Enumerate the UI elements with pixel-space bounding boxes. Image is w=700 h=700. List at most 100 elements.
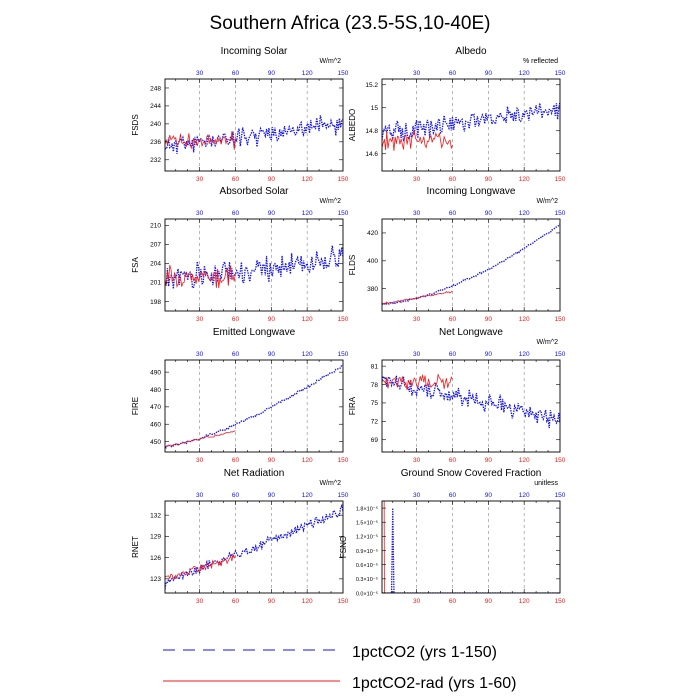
x-tick-label-bottom-incoming-longwave: 90 (485, 316, 493, 323)
y-tick-label-emitted-longwave: 480 (150, 387, 161, 394)
y-tick-label-net-longwave: 75 (371, 400, 379, 407)
x-tick-label-top-emitted-longwave: 60 (232, 351, 240, 358)
x-tick-label-bottom-absorbed-solar: 150 (338, 316, 349, 323)
x-tick-label-top-net-longwave: 120 (519, 351, 530, 358)
x-tick-label-bottom-ground-snow-covered-fraction: 90 (485, 598, 493, 605)
x-tick-label-bottom-albedo: 30 (413, 176, 421, 183)
panel-title-net-radiation: Net Radiation (224, 468, 285, 479)
x-tick-label-bottom-absorbed-solar: 30 (196, 316, 204, 323)
y-tick-label-net-radiation: 129 (150, 534, 161, 541)
x-tick-label-bottom-incoming-longwave: 30 (413, 316, 421, 323)
x-tick-label-bottom-emitted-longwave: 150 (338, 457, 349, 464)
x-tick-label-top-incoming-longwave: 30 (413, 210, 421, 217)
x-tick-label-bottom-incoming-solar: 120 (302, 176, 313, 183)
x-tick-label-bottom-emitted-longwave: 90 (268, 457, 276, 464)
y-tick-label-net-longwave: 78 (371, 382, 379, 389)
x-tick-label-top-net-longwave: 150 (555, 351, 566, 358)
y-tick-label-absorbed-solar: 210 (150, 223, 161, 230)
panel-title-ground-snow-covered-fraction: Ground Snow Covered Fraction (401, 468, 542, 479)
panel-absorbed-solar: Absorbed Solar W/m^2 30 30 60 60 90 90 120 120 150… (131, 186, 349, 323)
x-tick-label-top-incoming-solar: 150 (338, 70, 349, 77)
x-tick-label-top-incoming-solar: 120 (302, 70, 313, 77)
y-axis-label-emitted-longwave: FIRE (131, 397, 140, 415)
plot-frame-absorbed-solar (164, 218, 344, 312)
panels-group: Incoming SolarW/m^2303060609090120120150… (131, 46, 566, 605)
plot-frame-net-radiation (164, 500, 344, 594)
units-label-absorbed-solar: W/m^2 (319, 198, 341, 205)
y-axis-label-absorbed-solar: FSA (131, 257, 140, 273)
x-tick-label-top-net-radiation: 90 (268, 492, 276, 499)
y-axis-label-ground-snow-covered-fraction: FSNO (339, 536, 348, 558)
x-tick-label-bottom-ground-snow-covered-fraction: 150 (555, 598, 566, 605)
y-tick-label-albedo: 14.6 (365, 151, 378, 158)
x-tick-label-top-incoming-longwave: 60 (449, 210, 457, 217)
panel-albedo: Albedo % reflected 30 30 60 60 90 90 120 120 150 15… (348, 46, 566, 183)
series-1pctco2-rad-ground-snow-covered-fraction (382, 501, 385, 593)
x-tick-label-top-incoming-solar: 30 (196, 70, 204, 77)
series-1pctco2-rad-absorbed-solar (165, 264, 236, 289)
y-tick-label-ground-snow-covered-fraction: 0.0×10⁻⁵ (356, 590, 378, 597)
y-axis-label-incoming-longwave: FLDS (348, 255, 357, 275)
x-tick-label-bottom-absorbed-solar: 120 (302, 316, 313, 323)
x-tick-label-top-emitted-longwave: 30 (196, 351, 204, 358)
y-tick-label-emitted-longwave: 490 (150, 369, 161, 376)
x-tick-label-bottom-net-radiation: 120 (302, 598, 313, 605)
x-tick-label-top-net-longwave: 60 (449, 351, 457, 358)
x-tick-label-bottom-net-radiation: 60 (232, 598, 240, 605)
y-tick-label-albedo: 15.2 (365, 82, 378, 89)
y-tick-label-absorbed-solar: 198 (150, 299, 161, 306)
panel-title-emitted-longwave: Emitted Longwave (213, 327, 296, 338)
legend-label-1pctco2: 1pctCO2 (yrs 1-150) (352, 644, 497, 661)
y-tick-label-net-radiation: 132 (150, 512, 161, 519)
y-tick-label-emitted-longwave: 450 (150, 439, 161, 446)
y-tick-label-emitted-longwave: 470 (150, 404, 161, 411)
x-tick-label-top-ground-snow-covered-fraction: 120 (519, 492, 530, 499)
y-axis-label-net-radiation: RNET (131, 536, 140, 558)
x-tick-label-top-net-longwave: 30 (413, 351, 421, 358)
x-tick-label-bottom-albedo: 120 (519, 176, 530, 183)
x-tick-label-top-ground-snow-covered-fraction: 60 (449, 492, 457, 499)
x-tick-label-bottom-net-longwave: 60 (449, 457, 457, 464)
y-tick-label-incoming-solar: 248 (150, 85, 161, 92)
y-axis-label-net-longwave: FIRA (348, 396, 357, 415)
y-tick-label-incoming-longwave: 380 (367, 286, 378, 293)
y-tick-label-incoming-longwave: 420 (367, 230, 378, 237)
units-label-incoming-solar: W/m^2 (319, 58, 341, 65)
plot-frame-incoming-longwave (381, 218, 561, 312)
x-tick-label-top-albedo: 150 (555, 70, 566, 77)
x-tick-label-top-absorbed-solar: 90 (268, 210, 276, 217)
plot-frame-incoming-solar (164, 78, 344, 172)
y-tick-label-net-radiation: 123 (150, 576, 161, 583)
panel-incoming-solar: Incoming Solar W/m^2 30 30 60 60 90 90 120 120 150… (131, 46, 349, 183)
panel-net-radiation: Net Radiation W/m^2 30 30 60 60 90 90 120 120 150 1… (131, 468, 349, 605)
x-tick-label-bottom-absorbed-solar: 60 (232, 316, 240, 323)
y-tick-label-ground-snow-covered-fraction: 0.6×10⁻⁵ (356, 562, 378, 569)
x-tick-label-top-albedo: 120 (519, 70, 530, 77)
x-tick-label-top-albedo: 30 (413, 70, 421, 77)
legend-label-1pctco2-rad: 1pctCO2-rad (yrs 1-60) (352, 675, 517, 692)
y-tick-label-ground-snow-covered-fraction: 1.8×10⁻⁵ (356, 505, 378, 512)
y-tick-label-incoming-solar: 240 (150, 121, 161, 128)
x-tick-label-bottom-incoming-solar: 30 (196, 176, 204, 183)
series-1pctco2-ground-snow-covered-fraction (382, 508, 560, 593)
series-1pctco2-absorbed-solar (165, 245, 343, 290)
y-tick-label-albedo: 15 (371, 105, 379, 112)
x-tick-label-top-absorbed-solar: 150 (338, 210, 349, 217)
y-tick-label-incoming-solar: 244 (150, 103, 161, 110)
series-1pctco2-rad-net-longwave (382, 374, 453, 391)
series-1pctco2-rad-net-radiation (165, 553, 236, 581)
y-tick-label-net-longwave: 69 (371, 437, 379, 444)
series-1pctco2-net-longwave (382, 374, 560, 429)
series-1pctco2-incoming-longwave (382, 223, 560, 306)
x-tick-label-bottom-incoming-longwave: 150 (555, 316, 566, 323)
series-1pctco2-net-radiation (165, 503, 343, 590)
x-tick-label-bottom-ground-snow-covered-fraction: 30 (413, 598, 421, 605)
units-label-net-radiation: W/m^2 (319, 480, 341, 487)
x-tick-label-bottom-albedo: 60 (449, 176, 457, 183)
units-label-ground-snow-covered-fraction: unitless (534, 480, 558, 487)
y-tick-label-net-radiation: 126 (150, 555, 161, 562)
x-tick-label-bottom-emitted-longwave: 30 (196, 457, 204, 464)
x-tick-label-top-net-radiation: 150 (338, 492, 349, 499)
x-tick-label-top-absorbed-solar: 120 (302, 210, 313, 217)
